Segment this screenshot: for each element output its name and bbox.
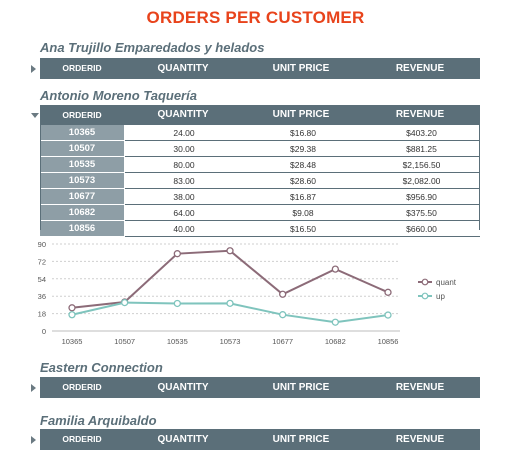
orderid-cell: 10573 — [40, 172, 125, 189]
x-tick-label: 10573 — [220, 337, 241, 346]
header-orderid[interactable]: ORDERID — [62, 434, 102, 444]
header-revenue[interactable]: REVENUE — [395, 109, 445, 120]
header-unit-price[interactable]: UNIT PRICE — [272, 434, 330, 445]
revenue-cell: $375.50 — [362, 204, 480, 221]
expand-arrow-icon[interactable] — [31, 384, 36, 392]
report-title: ORDERS PER CUSTOMER — [146, 8, 365, 27]
header-revenue[interactable]: REVENUE — [395, 63, 445, 74]
y-tick-label: 54 — [38, 275, 46, 284]
data-point-quant — [68, 304, 76, 312]
x-tick-label: 10507 — [114, 337, 135, 346]
x-tick-label: 10535 — [167, 337, 188, 346]
data-point-up — [384, 311, 392, 319]
header-revenue[interactable]: REVENUE — [395, 382, 445, 393]
y-tick-label: 90 — [38, 240, 46, 249]
group-title-eastern-connection: Eastern Connection — [40, 360, 163, 375]
table-header: ORDERID QUANTITY UNIT PRICE REVENUE — [40, 58, 480, 79]
quantity-cell: 83.00 — [124, 172, 244, 189]
quantity-cell: 80.00 — [124, 156, 244, 173]
x-tick-label: 10682 — [325, 337, 346, 346]
orders-line-chart: 0 18 36 54 72 90 10365 10507 10535 10573 10677 1068… — [38, 240, 457, 346]
collapse-arrow-icon[interactable] — [31, 113, 39, 118]
data-point-quant — [226, 247, 234, 255]
quantity-cell: 24.00 — [124, 125, 244, 141]
legend-marker-up — [421, 292, 429, 300]
quantity-cell: 30.00 — [124, 140, 244, 157]
data-point-quant — [279, 290, 287, 298]
table-row: 10365 24.00 $16.80 $403.20 — [40, 125, 480, 141]
unit-price-cell: $28.60 — [243, 172, 363, 189]
header-orderid[interactable]: ORDERID — [62, 382, 102, 392]
data-point-up — [68, 311, 76, 319]
revenue-cell: $403.20 — [362, 125, 480, 141]
revenue-cell: $660.00 — [362, 220, 480, 237]
y-tick-label: 72 — [38, 257, 46, 266]
orderid-cell: 10365 — [40, 125, 125, 141]
header-quantity[interactable]: QUANTITY — [157, 63, 209, 74]
unit-price-cell: $16.80 — [243, 125, 363, 141]
unit-price-cell: $9.08 — [243, 204, 363, 221]
table-row: 10535 80.00 $28.48 $2,156.50 — [40, 156, 480, 173]
table-row: 10677 38.00 $16.87 $956.90 — [40, 188, 480, 205]
legend-marker-quant — [421, 278, 429, 286]
table-header: ORDERID QUANTITY UNIT PRICE REVENUE — [40, 105, 480, 125]
revenue-cell: $2,082.00 — [362, 172, 480, 189]
orderid-cell: 10677 — [40, 188, 125, 205]
table-row: 10856 40.00 $16.50 $660.00 — [40, 220, 480, 237]
orderid-cell: 10507 — [40, 140, 125, 157]
header-revenue[interactable]: REVENUE — [395, 434, 445, 445]
header-quantity[interactable]: QUANTITY — [157, 434, 209, 445]
group-title-ana-trujillo: Ana Trujillo Emparedados y helados — [40, 40, 265, 55]
y-tick-label: 0 — [42, 327, 46, 336]
revenue-cell: $881.25 — [362, 140, 480, 157]
header-orderid[interactable]: ORDERID — [62, 63, 102, 73]
header-quantity[interactable]: QUANTITY — [157, 382, 209, 393]
y-tick-label: 36 — [38, 292, 46, 301]
revenue-cell: $2,156.50 — [362, 156, 480, 173]
table-row: 10507 30.00 $29.38 $881.25 — [40, 140, 480, 157]
quantity-cell: 38.00 — [124, 188, 244, 205]
x-tick-label: 10677 — [272, 337, 293, 346]
unit-price-cell: $28.48 — [243, 156, 363, 173]
data-point-quant — [331, 265, 339, 273]
table-row: 10682 64.00 $9.08 $375.50 — [40, 204, 480, 221]
x-tick-label: 10856 — [378, 337, 399, 346]
orderid-cell: 10856 — [40, 220, 125, 237]
group-title-antonio-moreno: Antonio Moreno Taquería — [40, 88, 197, 103]
data-point-quant — [173, 250, 181, 258]
x-tick-label: 10365 — [62, 337, 83, 346]
table-header: ORDERID QUANTITY UNIT PRICE REVENUE — [40, 377, 480, 398]
legend-label-quant: quant — [436, 278, 457, 287]
table-header: ORDERID QUANTITY UNIT PRICE REVENUE — [40, 429, 480, 450]
orderid-cell: 10682 — [40, 204, 125, 221]
unit-price-cell: $16.87 — [243, 188, 363, 205]
header-orderid[interactable]: ORDERID — [62, 110, 102, 120]
expand-arrow-icon[interactable] — [31, 65, 36, 73]
quantity-cell: 64.00 — [124, 204, 244, 221]
header-unit-price[interactable]: UNIT PRICE — [272, 382, 330, 393]
data-point-up — [279, 311, 287, 319]
quantity-cell: 40.00 — [124, 220, 244, 237]
data-point-up — [331, 318, 339, 326]
unit-price-cell: $29.38 — [243, 140, 363, 157]
group-title-familia-arquibaldo: Familia Arquibaldo — [40, 413, 157, 428]
revenue-cell: $956.90 — [362, 188, 480, 205]
expand-arrow-icon[interactable] — [31, 436, 36, 444]
data-point-quant — [384, 288, 392, 296]
header-quantity[interactable]: QUANTITY — [157, 109, 209, 120]
y-tick-label: 18 — [38, 310, 46, 319]
legend-label-up: up — [436, 292, 445, 301]
data-point-up — [173, 299, 181, 308]
table-row: 10573 83.00 $28.60 $2,082.00 — [40, 172, 480, 189]
data-point-up — [226, 299, 234, 308]
orders-table: 10365 24.00 $16.80 $403.20 10507 30.00 $… — [40, 125, 480, 237]
data-point-up — [121, 298, 129, 307]
header-unit-price[interactable]: UNIT PRICE — [272, 109, 330, 120]
header-unit-price[interactable]: UNIT PRICE — [272, 63, 330, 74]
unit-price-cell: $16.50 — [243, 220, 363, 237]
orderid-cell: 10535 — [40, 156, 125, 173]
